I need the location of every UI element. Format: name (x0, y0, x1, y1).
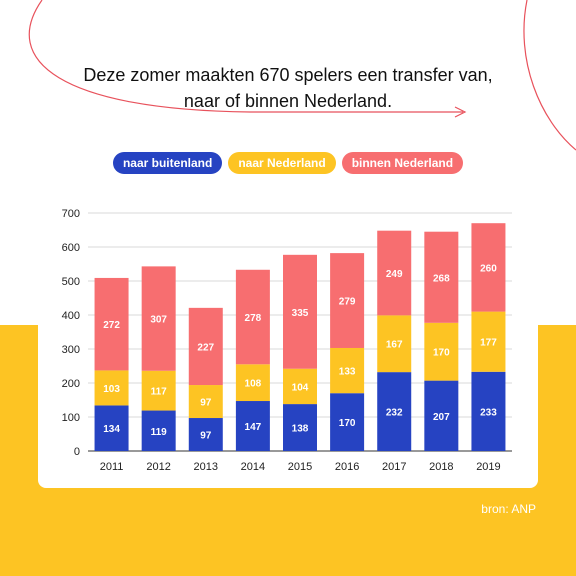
data-label: 227 (197, 342, 214, 353)
bar-segment-binnen-nederland (471, 223, 506, 312)
x-tick-label: 2012 (146, 461, 170, 473)
bar-segment-naar-nederland (283, 368, 317, 405)
bar-segment-naar-buitenland (424, 380, 459, 451)
data-label: 177 (480, 338, 497, 349)
data-label: 117 (151, 387, 168, 398)
data-label: 108 (245, 379, 262, 390)
data-label: 232 (386, 408, 403, 419)
bar-segment-binnen-nederland (424, 231, 459, 323)
y-tick-label: 0 (74, 446, 80, 458)
data-label: 147 (245, 422, 262, 433)
x-tick-label: 2019 (476, 461, 500, 473)
y-tick-label: 300 (62, 344, 80, 356)
y-tick-label: 100 (62, 412, 80, 424)
bar-segment-naar-buitenland (283, 404, 317, 451)
data-label: 134 (103, 424, 120, 435)
data-label: 138 (292, 424, 309, 435)
bar-segment-naar-buitenland (235, 401, 270, 451)
y-tick-label: 600 (62, 242, 80, 254)
data-label: 170 (339, 418, 356, 429)
bar-segment-binnen-nederland (330, 253, 365, 348)
data-label: 249 (386, 269, 403, 280)
data-label: 167 (386, 340, 403, 351)
bar-segment-naar-nederland (188, 385, 223, 419)
bar-segment-binnen-nederland (141, 266, 176, 371)
bar-segment-binnen-nederland (377, 230, 412, 316)
title-line-1: Deze zomer maakten 670 spelers een trans… (83, 65, 493, 85)
y-tick-label: 500 (62, 276, 80, 288)
bar-segment-naar-nederland (424, 322, 459, 381)
x-tick-label: 2016 (335, 461, 359, 473)
x-tick-label: 2018 (429, 461, 453, 473)
bar-segment-naar-buitenland (188, 418, 223, 451)
data-label: 278 (245, 313, 262, 324)
bar-segment-naar-buitenland (141, 410, 176, 451)
y-tick-label: 400 (62, 310, 80, 322)
data-label: 260 (480, 263, 497, 274)
data-label: 279 (339, 297, 356, 308)
data-label: 268 (433, 273, 450, 284)
x-tick-label: 2014 (241, 461, 265, 473)
bar-segment-naar-buitenland (94, 405, 129, 451)
data-label: 103 (103, 384, 120, 395)
bar-segment-naar-nederland (141, 370, 176, 411)
data-label: 104 (292, 382, 309, 393)
data-label: 97 (200, 431, 212, 442)
bar-segment-binnen-nederland (235, 269, 270, 365)
bar-segment-binnen-nederland (283, 254, 317, 369)
bar-segment-naar-nederland (377, 315, 412, 373)
bar-segment-naar-nederland (330, 347, 365, 394)
bar-segment-naar-buitenland (471, 371, 506, 451)
bar-segment-naar-buitenland (377, 372, 412, 451)
x-tick-label: 2013 (194, 461, 218, 473)
data-label: 170 (433, 348, 450, 359)
chart-legend: naar buitenland naar Nederland binnen Ne… (0, 152, 576, 174)
y-tick-label: 700 (62, 208, 80, 220)
data-label: 119 (151, 427, 168, 438)
data-label: 133 (339, 367, 356, 378)
bar-segment-binnen-nederland (94, 277, 129, 371)
bar-segment-binnen-nederland (188, 307, 223, 386)
source-label: bron: ANP (481, 502, 536, 516)
bar-segment-naar-nederland (471, 311, 506, 372)
data-label: 307 (150, 315, 167, 326)
data-label: 335 (292, 308, 309, 319)
legend-binnen-nederland: binnen Nederland (341, 152, 464, 174)
legend-naar-nederland: naar Nederland (228, 152, 336, 174)
legend-naar-buitenland: naar buitenland (112, 152, 223, 174)
bar-segment-naar-nederland (94, 370, 129, 406)
x-tick-label: 2015 (288, 461, 312, 473)
y-tick-label: 200 (62, 378, 80, 390)
data-label: 97 (200, 398, 212, 409)
chart-title: Deze zomer maakten 670 spelers een trans… (60, 62, 516, 114)
data-label: 207 (433, 412, 450, 423)
title-line-2: naar of binnen Nederland. (183, 91, 393, 111)
x-tick-label: 2017 (382, 461, 406, 473)
data-label: 233 (480, 407, 497, 418)
x-tick-label: 2011 (100, 461, 124, 473)
bar-segment-naar-nederland (235, 364, 270, 402)
bar-segment-naar-buitenland (330, 393, 365, 451)
data-label: 272 (103, 320, 120, 331)
